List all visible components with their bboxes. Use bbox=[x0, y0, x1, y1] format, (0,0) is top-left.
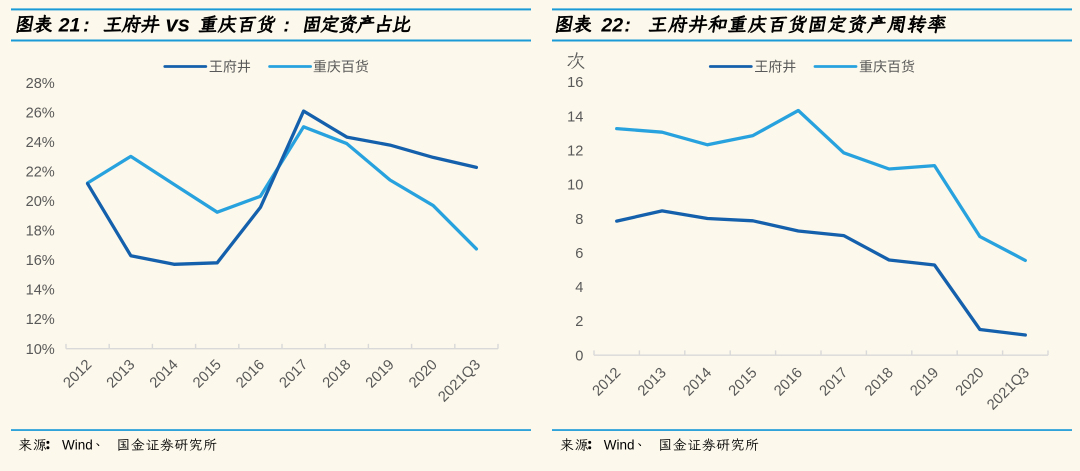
svg-text:26%: 26% bbox=[26, 105, 55, 121]
svg-text:vs: vs bbox=[166, 12, 190, 37]
svg-text:18%: 18% bbox=[26, 224, 55, 240]
svg-text:2: 2 bbox=[575, 314, 583, 330]
svg-text:10%: 10% bbox=[26, 342, 55, 358]
svg-text:22%: 22% bbox=[26, 164, 55, 180]
svg-text:21: 21 bbox=[58, 15, 81, 37]
svg-text:0: 0 bbox=[575, 348, 583, 364]
svg-text:22: 22 bbox=[600, 15, 623, 37]
svg-text:4: 4 bbox=[575, 280, 583, 296]
svg-text:14%: 14% bbox=[26, 283, 55, 299]
svg-text:10: 10 bbox=[567, 178, 583, 194]
svg-text:6: 6 bbox=[575, 246, 583, 262]
svg-text:12: 12 bbox=[567, 144, 583, 160]
svg-text:24%: 24% bbox=[26, 135, 55, 151]
svg-text:20%: 20% bbox=[26, 194, 55, 210]
svg-text:12%: 12% bbox=[26, 312, 55, 328]
svg-text::: : bbox=[283, 15, 290, 37]
svg-text:16: 16 bbox=[567, 75, 583, 91]
svg-text::: : bbox=[83, 15, 90, 37]
svg-text:16%: 16% bbox=[26, 253, 55, 269]
svg-text:14: 14 bbox=[567, 109, 583, 125]
svg-text:28%: 28% bbox=[26, 76, 55, 92]
svg-text:8: 8 bbox=[575, 212, 583, 228]
svg-text:Wind: Wind bbox=[604, 438, 635, 453]
svg-text:Wind: Wind bbox=[62, 438, 93, 453]
svg-text::: : bbox=[624, 15, 631, 37]
